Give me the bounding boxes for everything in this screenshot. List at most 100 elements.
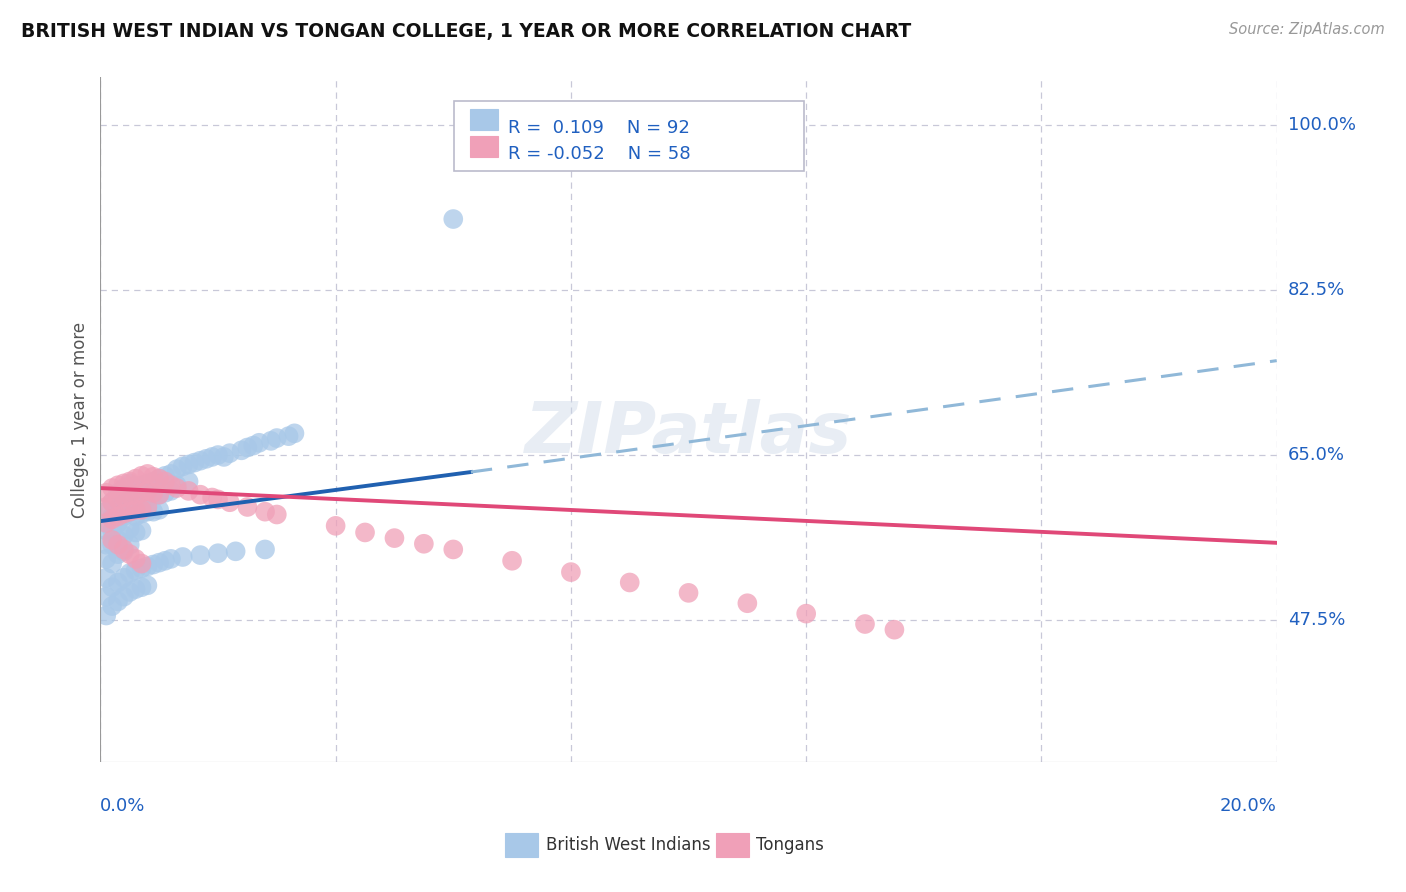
Point bbox=[148, 472, 170, 486]
Point bbox=[148, 503, 170, 517]
Point bbox=[737, 596, 759, 610]
Point bbox=[160, 478, 183, 492]
Point bbox=[136, 467, 159, 481]
Point bbox=[118, 585, 141, 599]
Point bbox=[153, 554, 176, 568]
Point bbox=[142, 505, 165, 519]
Point bbox=[124, 481, 146, 495]
Point bbox=[160, 467, 183, 481]
Point bbox=[101, 495, 124, 509]
Point bbox=[118, 505, 141, 519]
Point bbox=[142, 489, 165, 503]
Point bbox=[107, 485, 129, 500]
Point bbox=[619, 575, 641, 590]
Point bbox=[260, 434, 283, 448]
Point bbox=[118, 491, 141, 505]
Point bbox=[136, 559, 159, 574]
Text: 20.0%: 20.0% bbox=[1220, 797, 1277, 814]
Point bbox=[412, 537, 434, 551]
Point bbox=[101, 495, 124, 509]
Point bbox=[96, 485, 118, 500]
Point bbox=[131, 468, 153, 483]
Point bbox=[148, 472, 170, 486]
Point bbox=[136, 500, 159, 514]
Point bbox=[172, 459, 194, 474]
Point bbox=[131, 580, 153, 594]
Point bbox=[148, 488, 170, 502]
Point bbox=[794, 607, 817, 621]
Point bbox=[96, 571, 118, 585]
Point bbox=[853, 617, 876, 632]
Point bbox=[107, 538, 129, 552]
Point bbox=[231, 443, 253, 458]
Point bbox=[136, 483, 159, 498]
Point bbox=[441, 542, 464, 557]
Text: BRITISH WEST INDIAN VS TONGAN COLLEGE, 1 YEAR OR MORE CORRELATION CHART: BRITISH WEST INDIAN VS TONGAN COLLEGE, 1… bbox=[21, 22, 911, 41]
Point bbox=[101, 481, 124, 495]
Point bbox=[207, 546, 229, 560]
Point bbox=[131, 485, 153, 500]
Y-axis label: College, 1 year or more: College, 1 year or more bbox=[72, 322, 89, 517]
Point bbox=[107, 533, 129, 547]
Point bbox=[166, 462, 188, 476]
Point bbox=[124, 525, 146, 540]
Point bbox=[188, 488, 211, 502]
Point bbox=[177, 458, 200, 472]
Point bbox=[112, 571, 135, 585]
Text: Tongans: Tongans bbox=[756, 836, 824, 855]
Point bbox=[112, 542, 135, 557]
Point bbox=[277, 429, 299, 443]
Point bbox=[118, 476, 141, 491]
Point bbox=[124, 503, 146, 517]
Point bbox=[236, 500, 259, 514]
Point bbox=[266, 508, 288, 522]
Point bbox=[107, 575, 129, 590]
Point bbox=[225, 544, 247, 558]
Point bbox=[201, 450, 224, 464]
Point bbox=[112, 481, 135, 495]
Text: R = -0.052    N = 58: R = -0.052 N = 58 bbox=[508, 145, 690, 163]
Point bbox=[96, 505, 118, 519]
Point bbox=[441, 212, 464, 227]
Point bbox=[112, 495, 135, 509]
Point bbox=[101, 580, 124, 594]
Point bbox=[207, 492, 229, 507]
Point bbox=[124, 495, 146, 509]
Point bbox=[101, 599, 124, 613]
Point bbox=[148, 488, 170, 502]
Point bbox=[131, 478, 153, 492]
Point bbox=[207, 448, 229, 462]
Text: Source: ZipAtlas.com: Source: ZipAtlas.com bbox=[1229, 22, 1385, 37]
Point bbox=[112, 507, 135, 521]
Point bbox=[112, 476, 135, 491]
Point bbox=[118, 522, 141, 536]
Point bbox=[112, 544, 135, 558]
Text: British West Indians: British West Indians bbox=[546, 836, 710, 855]
Point bbox=[136, 491, 159, 505]
Text: 0.0%: 0.0% bbox=[100, 797, 146, 814]
Point bbox=[124, 552, 146, 566]
Point bbox=[118, 566, 141, 580]
Point bbox=[166, 478, 188, 492]
Point bbox=[354, 525, 377, 540]
Point bbox=[107, 500, 129, 514]
Point bbox=[118, 538, 141, 552]
Text: 65.0%: 65.0% bbox=[1288, 446, 1346, 464]
Point bbox=[131, 507, 153, 521]
Point bbox=[96, 524, 118, 538]
Point bbox=[195, 451, 218, 466]
Point bbox=[112, 491, 135, 505]
Point bbox=[254, 505, 277, 519]
Text: 47.5%: 47.5% bbox=[1288, 611, 1346, 629]
Point bbox=[501, 554, 523, 568]
Point bbox=[384, 531, 406, 545]
Point bbox=[101, 512, 124, 526]
Point bbox=[172, 549, 194, 564]
Point bbox=[177, 483, 200, 498]
Point bbox=[183, 456, 205, 470]
Point bbox=[142, 485, 165, 500]
Point bbox=[96, 608, 118, 623]
Point bbox=[96, 552, 118, 566]
Point bbox=[118, 489, 141, 503]
Point bbox=[177, 475, 200, 489]
